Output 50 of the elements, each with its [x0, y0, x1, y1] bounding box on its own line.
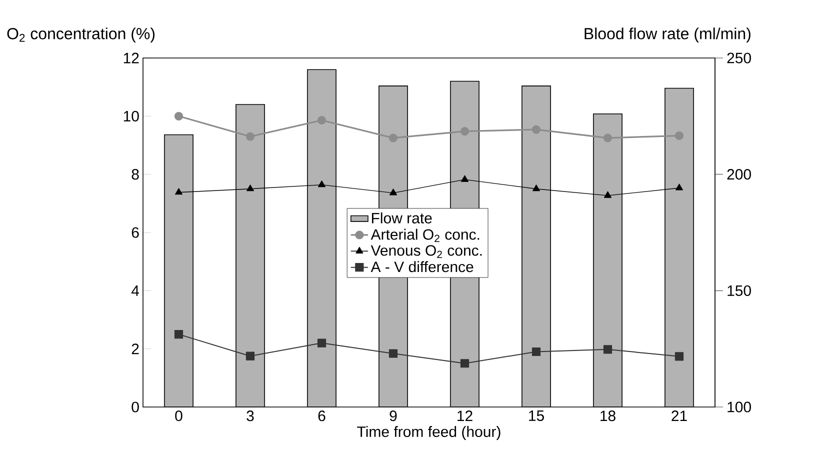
y-tick-label: 12	[124, 52, 139, 64]
point	[174, 330, 184, 339]
x-tick-label: 21	[672, 410, 687, 422]
point	[532, 347, 541, 356]
legend-label: Flow rate	[372, 212, 432, 224]
y2-tick-label: 150	[728, 285, 751, 296]
legend-label: Arterial O$_{2}$ conc.	[370, 228, 480, 242]
legend-label: Venous O$_{2}$ conc.	[370, 245, 482, 258]
x-tick-label: 18	[600, 410, 616, 422]
y-tick-label: 2	[132, 344, 139, 354]
y2-axis-title: Blood flow rate (ml/min)	[584, 28, 750, 42]
x-tick-label: 3	[246, 410, 254, 422]
point	[603, 134, 612, 142]
point	[388, 349, 398, 358]
y-tick-label: 6	[132, 227, 139, 238]
x-tick-label: 15	[529, 410, 544, 421]
point	[388, 134, 398, 142]
point	[317, 116, 326, 125]
legend-label: A - V difference	[370, 261, 474, 272]
point	[318, 180, 326, 188]
y-tick-label: 10	[124, 110, 139, 122]
point	[317, 338, 326, 348]
point	[674, 131, 684, 140]
point	[389, 188, 398, 196]
y2-tick-label: 100	[728, 402, 751, 412]
point	[174, 112, 184, 120]
point	[246, 132, 255, 141]
point	[460, 126, 470, 136]
point	[603, 345, 612, 354]
x-tick-label: 0	[175, 410, 182, 422]
point	[675, 184, 684, 190]
point	[246, 184, 254, 192]
point	[674, 352, 684, 361]
point	[460, 175, 469, 182]
point	[460, 359, 470, 368]
y2-tick-label: 200	[727, 169, 751, 180]
y-axis-title: O$_{2}$ concentration (%)	[7, 28, 155, 42]
x-tick-label: 9	[390, 410, 397, 422]
y-tick-label: 8	[132, 169, 139, 180]
x-axis-title: Time from feed (hour)	[357, 426, 500, 440]
x-tick-label: 6	[318, 410, 326, 422]
point	[604, 191, 612, 198]
y2-tick-label: 250	[727, 52, 751, 64]
x-tick-label: 12	[458, 410, 472, 422]
point	[246, 352, 255, 360]
y-tick-label: 0	[132, 402, 139, 412]
point	[174, 188, 183, 195]
point	[532, 125, 541, 134]
y-tick-label: 4	[131, 286, 140, 296]
point	[532, 184, 540, 192]
